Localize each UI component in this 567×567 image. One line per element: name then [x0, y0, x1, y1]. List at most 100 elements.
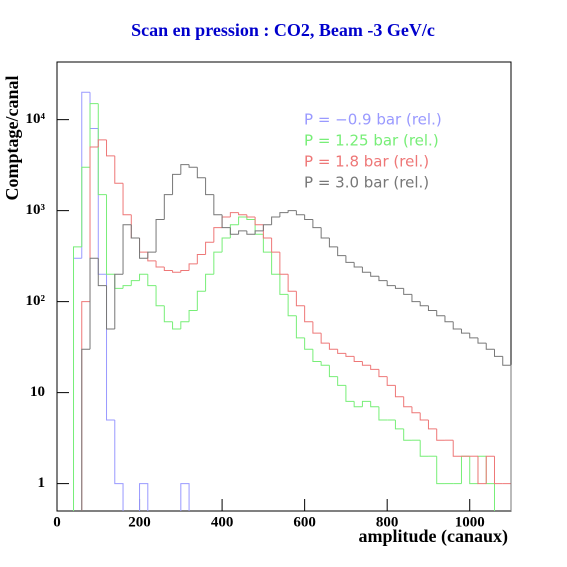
histogram-bin: [246, 217, 256, 220]
histogram-bin: [436, 456, 445, 485]
histogram-bin: [205, 177, 214, 196]
histogram-bin: [262, 224, 272, 231]
histogram-bin: [271, 216, 280, 225]
histogram-bin: [304, 214, 313, 220]
histogram-bin: [114, 274, 124, 289]
histogram-bin: [254, 217, 264, 226]
histogram-bin: [444, 315, 454, 323]
legend-entry: P = 1.8 bar (rel.): [304, 153, 429, 171]
histogram-bin: [97, 128, 107, 275]
histogram-bin: [279, 274, 289, 295]
histogram-bin: [147, 252, 157, 262]
histogram-bin: [493, 349, 503, 357]
histogram-bin: [271, 238, 280, 253]
histogram-bin: [436, 310, 445, 317]
histogram-bin: [155, 285, 165, 307]
histogram-bin: [271, 252, 280, 275]
histogram-bin: [114, 273, 124, 330]
histogram-bin: [196, 290, 206, 311]
x-tick-label: 400: [211, 514, 234, 530]
histogram-bin: [394, 385, 404, 398]
histogram-bin: [246, 230, 256, 235]
histogram-bin: [73, 246, 82, 511]
histogram-bin: [213, 227, 223, 243]
histogram-bin: [139, 238, 148, 253]
histogram-bin: [353, 262, 363, 268]
histogram-bin: [328, 238, 338, 248]
histogram-bin: [345, 255, 355, 263]
histogram-bin: [295, 291, 305, 307]
histogram-bin: [163, 267, 173, 271]
histogram-bin: [106, 285, 115, 330]
histogram-bin: [73, 257, 82, 511]
histogram-bin: [213, 251, 223, 275]
histogram-bin: [172, 173, 181, 195]
histogram-bin: [238, 212, 247, 216]
histogram-bin: [403, 396, 412, 408]
histogram-bin: [139, 273, 148, 281]
histogram-bin: [378, 406, 388, 421]
histogram-bin: [427, 420, 437, 430]
histogram-bin: [328, 343, 338, 350]
histogram-bin: [81, 91, 91, 259]
histogram-bin: [221, 237, 231, 253]
histogram-bin: [295, 315, 305, 339]
histogram-bin: [345, 353, 355, 357]
histogram-bin: [196, 167, 206, 179]
x-tick-label: 1000: [455, 514, 485, 530]
histogram-bin: [345, 385, 355, 402]
histogram-bin: [97, 103, 107, 196]
histogram-bin: [353, 356, 363, 362]
histogram-bin: [295, 210, 305, 216]
histogram-bin: [163, 305, 173, 323]
histogram-bin: [460, 455, 470, 484]
histogram-bin: [188, 263, 198, 271]
histogram-bin: [229, 212, 239, 218]
histogram-bin: [485, 456, 495, 511]
histogram-bin: [320, 227, 330, 239]
y-tick-label: 10²: [26, 293, 46, 309]
y-tick-label: 10³: [26, 202, 46, 218]
histogram-bin: [386, 280, 396, 287]
histogram-bin: [97, 258, 107, 287]
histogram-bin: [361, 400, 371, 407]
histogram-bin: [370, 365, 379, 370]
histogram-bin: [114, 155, 124, 184]
histogram-bin: [114, 420, 124, 511]
histogram-bin: [122, 183, 132, 216]
legend-entry: P = −0.9 bar (rel.): [304, 111, 442, 129]
histogram-bin: [97, 139, 107, 148]
histogram-bin: [361, 361, 371, 366]
histogram-bin: [337, 376, 346, 386]
histogram-bin: [229, 224, 239, 239]
histogram-bin: [155, 260, 165, 268]
histogram-bin: [419, 440, 429, 457]
histogram-bin: [221, 214, 231, 229]
histogram-bin: [147, 274, 157, 287]
histogram-bin: [180, 321, 190, 330]
histogram-bin: [172, 321, 181, 330]
histogram-bin: [163, 194, 173, 220]
histogram-bin: [469, 456, 478, 485]
x-tick-label: 200: [128, 514, 151, 530]
histogram-bin: [238, 230, 247, 235]
histogram-bin: [370, 401, 379, 408]
histogram-bin: [221, 216, 231, 228]
histogram-bin: [337, 349, 346, 354]
y-axis-label: Comptage/canal: [2, 76, 22, 201]
histogram-bin: [427, 305, 437, 311]
histogram-bin: [122, 224, 132, 275]
histogram-bin: [485, 343, 495, 350]
histogram-bin: [81, 166, 91, 247]
histogram-bin: [287, 294, 297, 317]
histogram-bin: [238, 216, 247, 225]
histogram-bin: [81, 301, 91, 511]
histogram-bin: [477, 337, 487, 344]
histogram-bin: [378, 276, 388, 282]
histogram-bin: [196, 253, 206, 264]
histogram-bin: [229, 227, 239, 235]
histogram-bin: [312, 349, 322, 362]
histogram-bin: [139, 483, 149, 511]
histogram-bin: [130, 214, 140, 239]
histogram-bin: [419, 301, 429, 307]
